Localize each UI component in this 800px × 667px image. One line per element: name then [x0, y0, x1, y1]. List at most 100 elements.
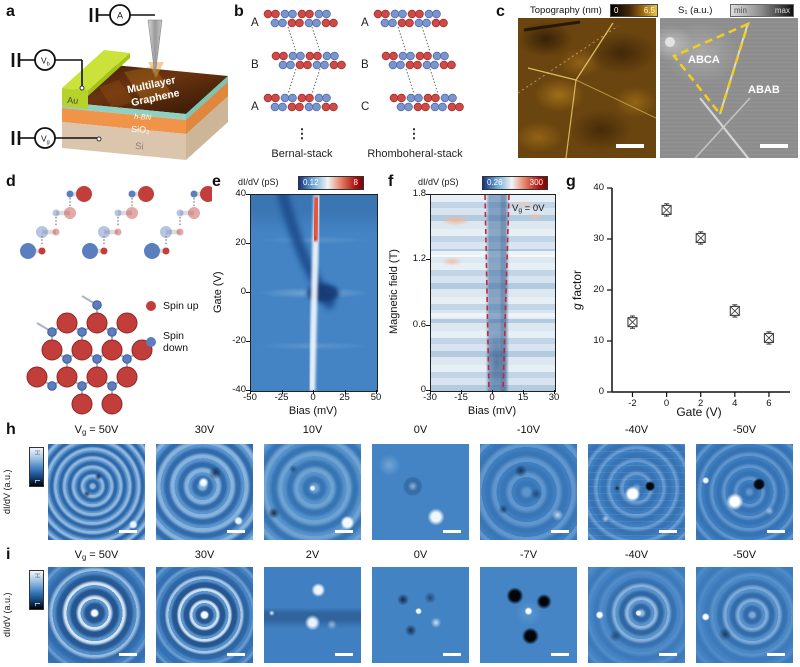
- atom: [271, 93, 280, 103]
- tick-label: 0: [420, 384, 426, 395]
- spin-up-atom: [101, 339, 123, 361]
- gate-label: -7V: [519, 549, 538, 561]
- s1-overlay: [665, 21, 751, 158]
- scale-bar: [227, 530, 245, 533]
- atom: [200, 186, 212, 202]
- atom: [455, 102, 464, 112]
- tick-label: -40: [232, 384, 246, 395]
- scale-bar: [551, 653, 569, 656]
- bernal-caption: Bernal-stack: [271, 148, 333, 160]
- tick-label: 50: [370, 392, 382, 403]
- data-point-cross: [695, 233, 706, 243]
- atom: [407, 9, 417, 19]
- colorbar-e-max: 8: [353, 178, 358, 187]
- tick-label: 0: [598, 386, 604, 397]
- atom: [329, 60, 339, 70]
- scale-bar: [119, 653, 137, 656]
- atom: [82, 243, 98, 259]
- atom: [330, 51, 339, 61]
- colorbar-low-label: L: [33, 479, 40, 484]
- atom: [38, 247, 46, 255]
- annotation-vg: Vg = 0V: [512, 203, 545, 215]
- atom: [305, 51, 315, 61]
- atom: [295, 18, 304, 28]
- atom: [176, 209, 184, 217]
- panel-d: d Spin up Spin down: [4, 174, 212, 418]
- atom: [114, 209, 122, 217]
- atom: [438, 102, 447, 112]
- scale-bar: [443, 653, 461, 656]
- scale-bar: [335, 653, 353, 656]
- topography-title: Topography (nm): [530, 5, 602, 16]
- topography-colorbar: 0 6.5: [610, 4, 658, 17]
- panel-f: f dI/dV (pS) 0.26 300 Vg = 0V Magnetic f…: [386, 172, 566, 420]
- scale-bar: [659, 530, 677, 533]
- diddv-map: [588, 444, 685, 540]
- au-inner-face: [88, 53, 130, 96]
- spin-up-atom: [101, 393, 123, 415]
- gate-label: 30V: [194, 549, 215, 561]
- atom: [388, 60, 398, 70]
- gate-label: 2V: [305, 549, 320, 561]
- atom: [314, 93, 324, 103]
- hbn-side-face: [186, 76, 228, 120]
- atom: [414, 18, 424, 28]
- gate-labels-h: Vg = 50V 30V 10V 0V -10V -40V -50V: [48, 424, 793, 437]
- spin-down-atom: [47, 381, 57, 391]
- atom: [76, 186, 92, 202]
- atom: [405, 18, 414, 28]
- tick-mark: [344, 390, 346, 394]
- atom: [271, 51, 281, 61]
- tick-mark: [492, 390, 493, 394]
- panel-h-label: h: [6, 421, 16, 438]
- panel-a-label: a: [6, 3, 15, 20]
- layer-label: A: [361, 17, 369, 29]
- tick-label: 4: [732, 398, 738, 409]
- atom: [305, 93, 314, 103]
- topography-overlay: [518, 20, 656, 158]
- spin-down-atom: [92, 354, 102, 364]
- atom: [314, 9, 324, 19]
- scale-bar: [335, 530, 353, 533]
- atom: [389, 51, 398, 61]
- atom: [287, 102, 297, 112]
- interlayer-dotted-line: [287, 68, 297, 95]
- interlayer-dotted-line: [311, 26, 321, 53]
- atom: [144, 243, 160, 259]
- gate-label: 0V: [413, 424, 428, 436]
- tick-mark: [246, 390, 250, 391]
- legend-spin-up: Spin up: [146, 300, 199, 312]
- spin-up-atom: [41, 339, 63, 361]
- gate-bias-heatmap-features: [277, 195, 339, 391]
- atom: [439, 18, 448, 28]
- g-factor-plot: [612, 188, 786, 392]
- data-point-cross: [661, 205, 672, 215]
- diddv-map: [48, 567, 145, 663]
- atom: [296, 51, 305, 61]
- atom: [329, 102, 338, 112]
- field-bias-heatmap-features: [484, 195, 510, 391]
- atom: [312, 60, 322, 70]
- data-point-cross: [627, 317, 638, 327]
- graphene-streak: [124, 66, 174, 104]
- diddv-colorbar-h: H L: [29, 447, 44, 487]
- atom: [447, 102, 457, 112]
- spin-down-dot: [146, 337, 156, 347]
- atom: [288, 51, 298, 61]
- colorbar-high-label: H: [33, 572, 40, 579]
- atom: [52, 209, 60, 217]
- si-front-face: [62, 122, 186, 160]
- atom: [287, 18, 297, 28]
- atom: [321, 18, 331, 28]
- panel-b-label: b: [234, 3, 244, 20]
- legend-spin-down: Spin down: [146, 330, 212, 354]
- atom: [447, 60, 456, 70]
- atom: [138, 186, 154, 202]
- atom: [295, 60, 305, 70]
- tick-mark: [246, 243, 250, 244]
- diddv-maps-i: [48, 567, 793, 663]
- tick-label: 20: [235, 237, 246, 248]
- tick-label: 2: [698, 398, 704, 409]
- spin-up-atom: [71, 339, 93, 361]
- colorbar-f-max: 300: [529, 178, 543, 187]
